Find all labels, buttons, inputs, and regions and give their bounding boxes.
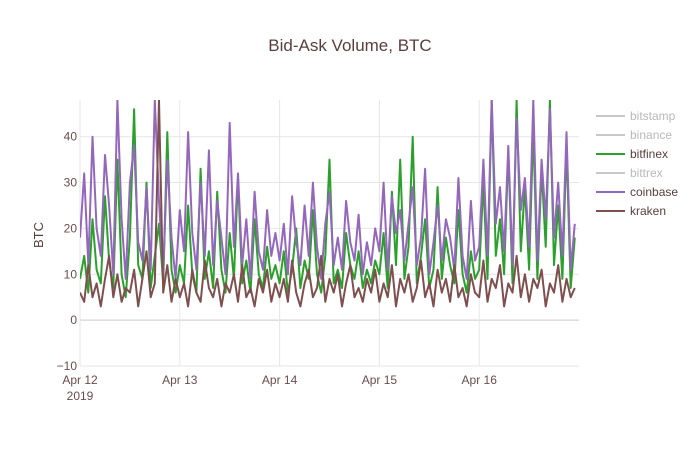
legend-item-bitstamp[interactable]: bitstamp [596, 109, 676, 123]
chart-title: Bid-Ask Volume, BTC [268, 36, 431, 55]
y-axis-title: BTC [31, 222, 46, 248]
legend-label: binance [630, 128, 672, 142]
x-tick-label: Apr 13 [162, 373, 198, 387]
y-axis-ticks: −10 0 10 20 30 40 [57, 130, 78, 373]
y-tick-label: 30 [64, 176, 78, 190]
x-tick-label: Apr 16 [462, 373, 498, 387]
y-tick-label: 20 [64, 221, 78, 235]
y-tick-label: 10 [64, 267, 78, 281]
legend-item-coinbase[interactable]: coinbase [596, 185, 678, 199]
legend-item-binance[interactable]: binance [596, 128, 672, 142]
legend-item-kraken[interactable]: kraken [596, 204, 666, 218]
legend-label: bitstamp [630, 109, 676, 123]
legend-label: coinbase [630, 185, 678, 199]
legend-label: bittrex [630, 166, 663, 180]
x-tick-label: Apr 14 [262, 373, 298, 387]
x-tick-label: Apr 12 [62, 373, 98, 387]
series-lines [80, 100, 576, 308]
y-tick-label: 40 [64, 130, 78, 144]
legend-label: kraken [630, 204, 666, 218]
legend-item-bitfinex[interactable]: bitfinex [596, 147, 668, 161]
x-tick-label: Apr 15 [362, 373, 398, 387]
legend-label: bitfinex [630, 147, 668, 161]
legend-item-bittrex[interactable]: bittrex [596, 166, 663, 180]
y-tick-label: −10 [57, 359, 78, 373]
x-tick-sublabel: 2019 [67, 389, 94, 403]
legend[interactable]: bitstamp binance bitfinex bittrex coinbase kr… [596, 109, 678, 218]
series-line-kraken [80, 100, 576, 308]
x-axis-ticks: Apr 12 2019 Apr 13 Apr 14 Apr 15 Apr 16 [62, 373, 497, 403]
y-tick-label: 0 [70, 313, 77, 327]
